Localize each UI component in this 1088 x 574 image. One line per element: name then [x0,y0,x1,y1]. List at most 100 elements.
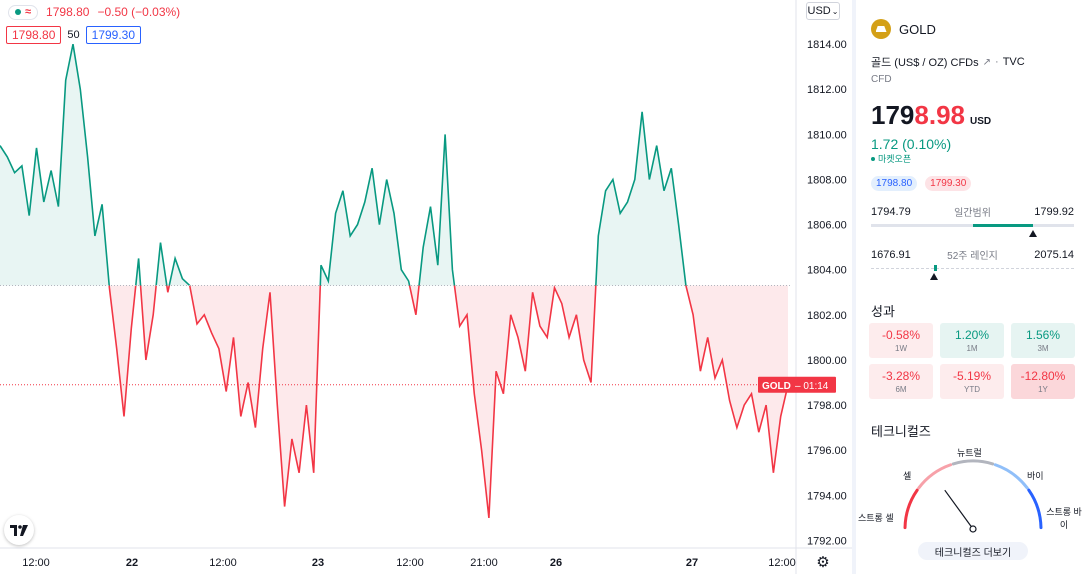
time-tick-label: 12:00 [396,557,424,569]
week52-range-fill [933,265,937,271]
week52-range-line [871,268,1074,269]
price-tick-label: 1812.00 [807,84,847,96]
market-open-dot-icon [15,9,21,15]
gold-logo-icon [871,19,891,39]
currency-select[interactable]: USD ⌄ [806,2,840,20]
performance-value: -12.80% [1020,369,1066,383]
day-range-label: 일간범위 [954,208,991,219]
performance-cell: -5.19% YTD [940,364,1004,399]
price-tick-label: 1804.00 [807,265,847,277]
currency-select-label: USD [807,5,831,17]
current-price-countdown: – 01:14 [795,381,829,392]
performance-period: 6M [895,385,907,394]
line-below-baseline [108,285,789,518]
price-tick-label: 1814.00 [807,39,847,51]
current-price-symbol: GOLD [762,381,791,392]
week52-range-label: 52주 레인지 [947,251,998,262]
performance-title: 성과 [871,304,895,319]
legend-row: ≈ 1798.80 −0.50 (−0.03%) [8,4,180,20]
symbol-description: 골드 (US$ / OZ) CFDs [871,57,979,69]
performance-period: 1W [895,344,907,353]
time-tick-label: 27 [686,557,698,569]
gauge-strong-buy-arc [1027,488,1043,530]
performance-cell: -0.58% 1W [869,323,933,358]
performance-period: 3M [1037,344,1049,353]
bid-ask-pills: 1798.80 1799.30 [871,176,972,191]
gauge-buy-arc [993,463,1029,490]
panel-divider[interactable] [852,0,856,574]
day-high: 1799.92 [1034,205,1074,218]
week52-range-row: 1676.91 52주 레인지 2075.14 [871,247,1074,263]
symbol-description-row: 골드 (US$ / OZ) CFDs ↗ · TVC [871,56,1025,69]
symbol-name: GOLD [899,21,936,37]
performance-value: 1.20% [954,328,990,342]
series-below-baseline [108,285,789,518]
gauge-needle [944,489,974,530]
time-tick-label: 12:00 [209,557,237,569]
performance-period: YTD [964,385,980,394]
price-tick-label: 1792.00 [807,535,847,547]
price-tick-label: 1794.00 [807,490,847,502]
exchange-name[interactable]: TVC [1002,56,1025,68]
chevron-down-icon: ⌄ [831,6,839,16]
time-tick-label: 12:00 [768,557,796,569]
gauge-neutral-arc [951,459,995,466]
market-status-label: 마켓오픈 [878,154,912,164]
market-status-pill[interactable]: ≈ [8,4,39,20]
price-tick-label: 1810.00 [807,129,847,141]
bid-ask-row: 1798.80 50 1799.30 [6,26,142,44]
gauge-label-sell: 셀 [903,471,912,481]
performance-period: 1Y [1038,385,1048,394]
day-low: 1794.79 [871,205,911,218]
legend-change: −0.50 (−0.03%) [97,5,181,19]
market-open-dot-icon [871,156,875,161]
gear-icon[interactable]: ⚙ [816,554,830,571]
performance-period: 1M [966,344,978,353]
price-chart[interactable]: 1814.00 1812.00 1810.00 1808.00 1806.00 1804.… [0,0,852,574]
performance-value: -3.28% [881,369,921,383]
performance-value: 1.56% [1025,328,1061,342]
legend-last-price: 1798.80 [46,5,90,19]
week52-range-bar [871,265,1074,280]
ask-pill: 1799.30 [925,176,972,191]
price-prefix: 179 [871,100,915,130]
price-suffix: 8.98 [914,100,965,130]
price-tick-label: 1800.00 [807,355,847,367]
gauge-needle-pivot [969,525,977,533]
gauge-label-strong-sell: 스트롱 셀 [858,513,894,523]
gauge-label-buy: 바이 [1027,471,1044,481]
market-status: 마켓오픈 [871,152,911,165]
chart-pane[interactable]: 1814.00 1812.00 1810.00 1808.00 1806.00 1804.… [0,0,852,574]
bid-pill: 1798.80 [871,176,918,191]
gauge-label-strong-buy: 스트롱 바이 [1046,507,1082,530]
performance-value: -0.58% [881,328,921,342]
area-above-baseline [0,44,788,286]
price-tick-label: 1802.00 [807,310,847,322]
technicals-title[interactable]: 테크니컬즈 [871,424,931,439]
buy-button[interactable]: 1799.30 [85,26,142,44]
spread-value: 50 [67,29,80,41]
sell-button[interactable]: 1798.80 [6,26,62,44]
performance-cell: -3.28% 6M [869,364,933,399]
line-above-baseline [0,43,687,286]
time-tick-label: 12:00 [22,557,50,569]
gauge-label-neutral: 뉴트럴 [957,448,982,458]
time-tick-label: 21:00 [470,557,498,569]
external-link-icon[interactable]: ↗ [982,56,992,68]
instrument-type: CFD [871,74,892,85]
tradingview-logo-icon[interactable] [4,515,34,545]
symbol-header[interactable]: GOLD [871,19,936,39]
current-price-tag [758,376,836,393]
week52-high: 2075.14 [1034,248,1074,261]
performance-grid: -0.58% 1W 1.20% 1M 1.56% 3M -3.28% 6M -5.19% YTD -… [869,323,1075,399]
area-below-baseline [109,285,788,518]
day-range-row: 1794.79 일간범위 1799.92 [871,204,1074,220]
symbol-details-panel: GOLD 골드 (US$ / OZ) CFDs ↗ · TVC CFD 179 … [856,0,1088,574]
delayed-wave-icon: ≈ [25,6,32,18]
day-range-fill [972,224,1034,227]
performance-cell: 1.20% 1M [940,323,1004,358]
technicals-gauge [903,459,1043,533]
more-technicals-button[interactable]: 테크니컬즈 더보기 [918,542,1028,560]
performance-cell: -12.80% 1Y [1011,364,1075,399]
last-price: 179 8.98 USD [871,100,991,131]
